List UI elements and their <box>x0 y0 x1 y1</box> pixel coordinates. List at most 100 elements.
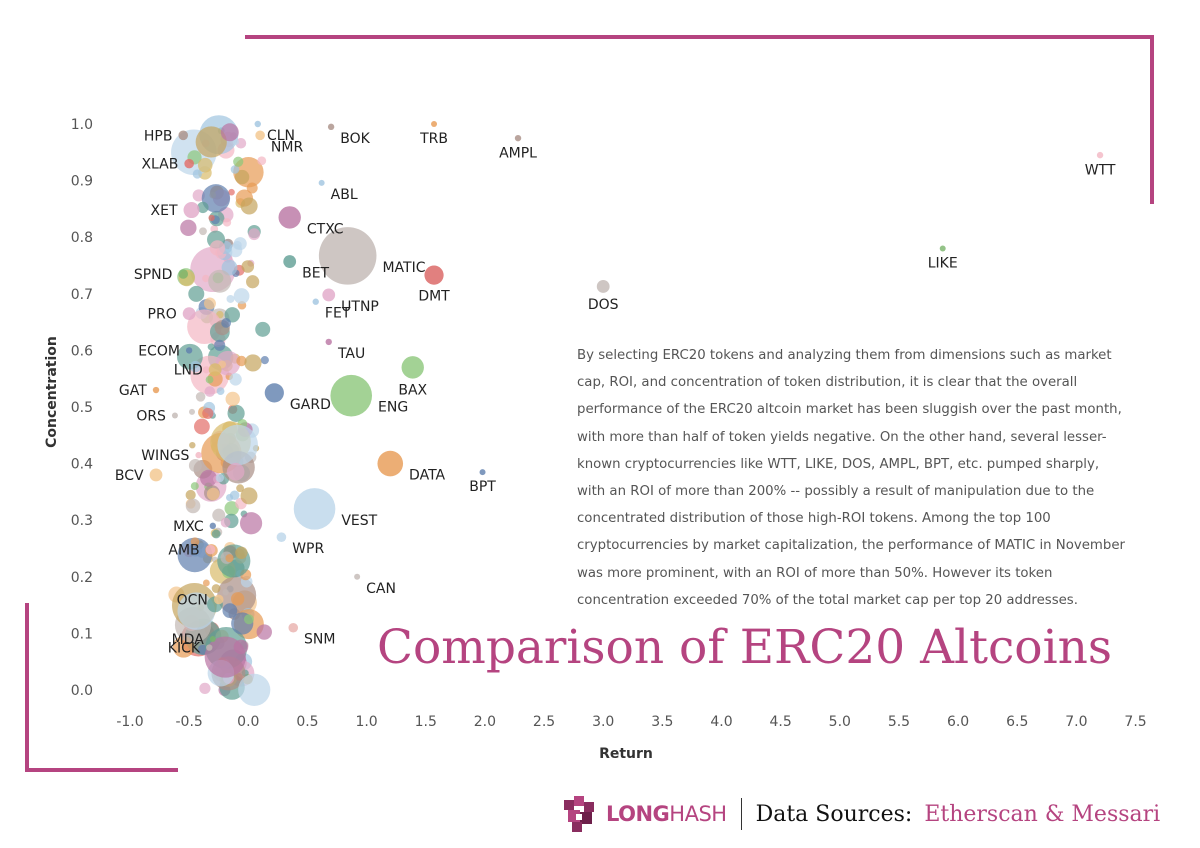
x-tick-label: 0.0 <box>237 714 259 730</box>
token-point <box>216 387 225 396</box>
token-point <box>243 614 254 625</box>
point-bok <box>327 123 335 131</box>
token-point <box>203 297 216 310</box>
token-point <box>193 418 210 435</box>
label-gat: GAT <box>119 383 147 399</box>
label-mxc: MXC <box>173 519 204 535</box>
token-point <box>257 156 267 166</box>
token-point <box>220 517 231 528</box>
point-ampl <box>514 134 522 142</box>
token-point <box>226 493 234 502</box>
token-point <box>180 219 197 237</box>
token-point <box>222 589 229 596</box>
label-snm: SNM <box>304 632 335 648</box>
point-spnd <box>178 269 189 279</box>
logo-text-light: HASH <box>669 802 727 826</box>
token-point <box>205 375 214 384</box>
point-like <box>939 245 946 252</box>
point-dos <box>596 280 610 293</box>
y-tick-label: 0.0 <box>71 683 93 699</box>
y-tick-label: 0.6 <box>71 343 93 359</box>
point-gard <box>264 383 284 403</box>
point-utnp <box>322 288 336 302</box>
label-trb: TRB <box>419 131 448 147</box>
x-tick-label: -1.0 <box>116 714 143 730</box>
y-tick-label: 0.3 <box>71 513 93 529</box>
frame-bottom-left <box>25 603 178 772</box>
token-point <box>199 682 211 694</box>
label-bet: BET <box>302 266 329 282</box>
description-text: By selecting ERC20 tokens and analyzing … <box>577 348 1125 608</box>
token-point <box>208 214 215 222</box>
point-ctxc <box>278 206 301 229</box>
token-point <box>217 424 258 466</box>
token-point <box>246 182 258 194</box>
point-mda <box>209 636 216 643</box>
label-lnd: LND <box>174 363 203 379</box>
y-tick-label: 0.2 <box>71 570 93 586</box>
x-tick-label: 2.0 <box>474 714 496 730</box>
point-labels: CLN HPB NMR BOK TRB AMPL WTT XLAB ABL XET CTXC MATI… <box>115 128 1116 657</box>
token-point <box>200 469 217 487</box>
y-tick-label: 1.0 <box>71 117 93 133</box>
point-gat <box>152 386 160 394</box>
x-tick-label: 5.0 <box>829 714 851 730</box>
token-point <box>195 126 227 158</box>
token-point <box>209 240 226 256</box>
token-point <box>234 169 250 185</box>
frame-top-right <box>245 35 1154 204</box>
point-nmr <box>255 130 265 141</box>
token-point <box>244 354 262 372</box>
token-point <box>224 501 239 516</box>
chart-title: Comparison of ERC20 Altcoins <box>377 620 1112 675</box>
x-tick-label: 1.0 <box>355 714 377 730</box>
point-wtt <box>1096 151 1104 159</box>
token-point <box>189 360 202 373</box>
token-point <box>225 554 234 563</box>
token-point <box>233 288 250 304</box>
token-point <box>189 441 196 449</box>
label-bax: BAX <box>398 383 427 399</box>
point-ors <box>171 412 178 419</box>
point-can <box>354 573 361 580</box>
token-point <box>227 404 245 422</box>
token-point <box>199 227 207 236</box>
token-point <box>222 218 232 227</box>
token-point <box>188 285 205 302</box>
y-tick-label: 0.9 <box>71 174 93 190</box>
point-lnd <box>208 363 222 377</box>
label-tau: TAU <box>337 346 365 362</box>
token-point <box>214 339 226 351</box>
point-dmt <box>424 265 444 285</box>
token-point <box>256 624 272 640</box>
token-point <box>229 373 242 386</box>
point-xet <box>183 202 200 219</box>
point-wpr <box>276 532 287 542</box>
token-point <box>202 407 214 420</box>
y-axis-ticks: 0.0 0.1 0.2 0.3 0.4 0.5 0.6 0.7 0.8 0.9 1.0 <box>71 117 93 699</box>
point-matic <box>318 227 377 285</box>
token-point <box>239 512 263 535</box>
label-xet: XET <box>151 203 178 219</box>
background-points <box>168 115 272 706</box>
token-point <box>202 274 210 283</box>
label-nmr: NMR <box>271 139 304 155</box>
token-point <box>207 343 215 351</box>
point-data <box>377 450 404 477</box>
token-point <box>185 498 201 514</box>
label-pro: PRO <box>148 307 177 323</box>
token-point <box>236 484 244 493</box>
label-abl: ABL <box>331 187 358 203</box>
point-amb <box>205 544 216 555</box>
token-point <box>232 139 239 146</box>
y-tick-label: 0.8 <box>71 230 93 246</box>
token-point <box>212 508 226 522</box>
label-wings: WINGS <box>141 448 189 464</box>
label-dos: DOS <box>588 297 619 313</box>
x-tick-label: 3.5 <box>651 714 673 730</box>
longhash-logo-icon <box>564 796 594 832</box>
point-wings <box>195 451 202 459</box>
x-axis-title: Return <box>599 746 653 762</box>
point-bet <box>283 255 297 268</box>
